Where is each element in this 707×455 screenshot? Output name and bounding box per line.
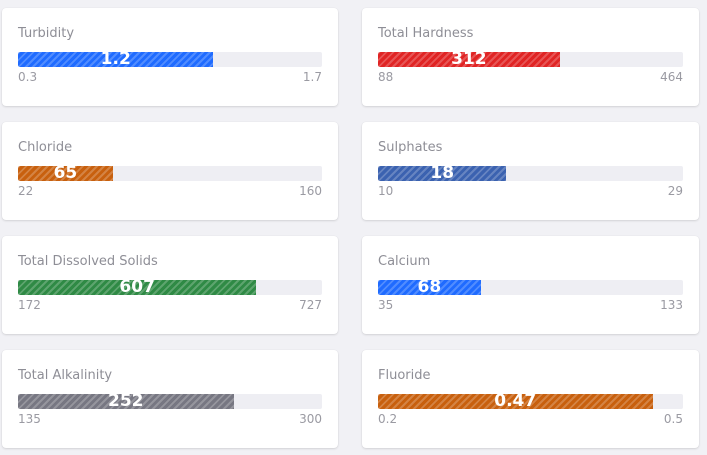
parameter-card-total-hardness: Total Hardness 312 88 464 [362, 8, 699, 106]
level-fill: 0.47 [378, 394, 653, 409]
parameter-label: Total Alkalinity [18, 368, 113, 383]
range-min: 0.3 [18, 70, 38, 84]
parameter-card-fluoride: Fluoride 0.47 0.2 0.5 [362, 350, 699, 448]
level-fill: 1.2 [18, 52, 214, 67]
level-value: 312 [451, 52, 487, 67]
parameter-card-sulphates: Sulphates 18 10 29 [362, 122, 699, 220]
parameter-label: Chloride [18, 140, 73, 155]
level-track: 607 [18, 280, 322, 295]
range-min: 35 [378, 298, 394, 312]
parameter-label: Turbidity [18, 26, 75, 41]
range-max: 300 [299, 412, 322, 426]
level-value: 18 [430, 166, 455, 181]
range-max: 727 [299, 298, 322, 312]
range-max: 29 [667, 184, 683, 198]
range-max: 133 [660, 298, 683, 312]
range-min: 172 [18, 298, 41, 312]
parameter-card-total-dissolved-solids: Total Dissolved Solids 607 172 727 [2, 236, 338, 334]
parameter-card-total-alkalinity: Total Alkalinity 252 135 300 [2, 350, 338, 448]
range-max: 1.7 [302, 70, 322, 84]
range-min: 10 [378, 184, 394, 198]
level-track: 65 [18, 166, 322, 181]
level-fill: 312 [378, 52, 560, 67]
level-value: 1.2 [100, 52, 131, 67]
level-fill: 68 [378, 280, 481, 295]
parameter-label: Total Dissolved Solids [18, 254, 158, 269]
range-min: 135 [18, 412, 41, 426]
level-fill: 65 [18, 166, 113, 181]
level-fill: 18 [378, 166, 507, 181]
range-max: 464 [660, 70, 683, 84]
parameter-card-calcium: Calcium 68 35 133 [362, 236, 699, 334]
level-value: 252 [108, 394, 144, 409]
parameter-card-chloride: Chloride 65 22 160 [2, 122, 338, 220]
level-track: 18 [378, 166, 683, 181]
level-fill: 252 [18, 394, 234, 409]
parameter-label: Total Hardness [378, 26, 474, 41]
level-value: 0.47 [494, 394, 537, 409]
level-track: 312 [378, 52, 683, 67]
level-value: 68 [417, 280, 442, 295]
level-track: 68 [378, 280, 683, 295]
level-track: 252 [18, 394, 322, 409]
range-min: 0.2 [378, 412, 398, 426]
level-value: 65 [53, 166, 78, 181]
level-track: 1.2 [18, 52, 322, 67]
range-min: 88 [378, 70, 394, 84]
level-fill: 607 [18, 280, 257, 295]
parameter-label: Calcium [378, 254, 431, 269]
range-max: 160 [299, 184, 322, 198]
range-min: 22 [18, 184, 34, 198]
level-track: 0.47 [378, 394, 683, 409]
parameter-label: Fluoride [378, 368, 431, 383]
parameter-label: Sulphates [378, 140, 443, 155]
level-value: 607 [119, 280, 155, 295]
parameter-card-grid: Turbidity 1.2 0.3 1.7 Total Hardness 312… [2, 8, 699, 448]
parameter-card-turbidity: Turbidity 1.2 0.3 1.7 [2, 8, 338, 106]
range-max: 0.5 [663, 412, 683, 426]
